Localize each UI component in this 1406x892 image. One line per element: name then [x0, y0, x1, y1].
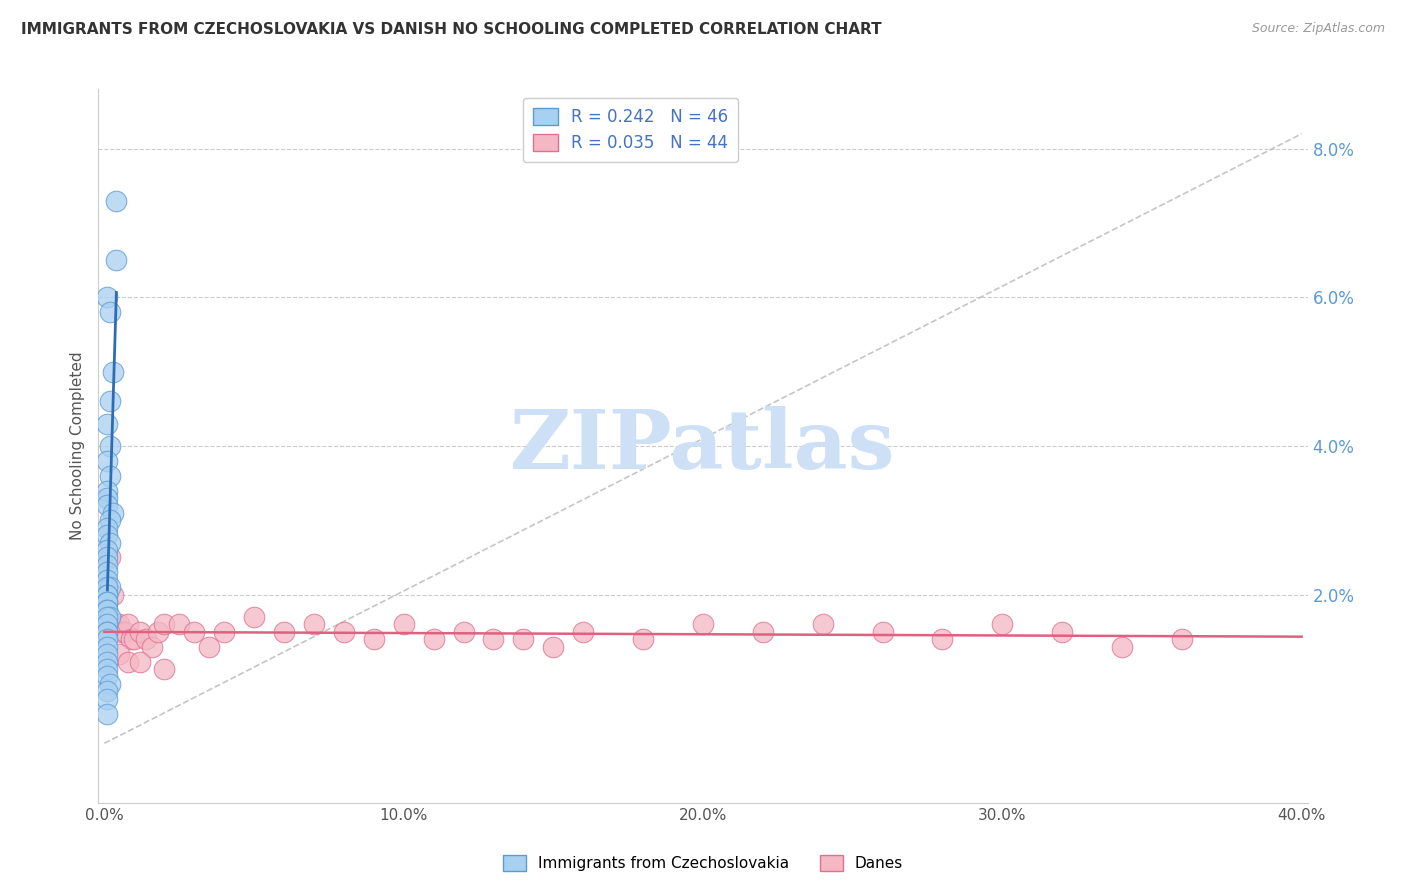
- Point: [96, 566, 118, 580]
- Point: [96, 602, 118, 616]
- Point: [117, 655, 139, 669]
- Point: [105, 617, 128, 632]
- Point: [543, 640, 565, 654]
- Point: [96, 588, 118, 602]
- Point: [96, 417, 118, 431]
- Point: [108, 617, 131, 632]
- Point: [811, 617, 834, 632]
- Point: [96, 290, 118, 304]
- Point: [692, 617, 714, 632]
- Point: [96, 647, 118, 661]
- Point: [100, 468, 122, 483]
- Point: [153, 617, 176, 632]
- Point: [1111, 640, 1133, 654]
- Point: [96, 624, 118, 639]
- Point: [103, 506, 125, 520]
- Point: [96, 588, 118, 602]
- Point: [135, 632, 157, 647]
- Point: [105, 253, 128, 268]
- Point: [100, 535, 122, 549]
- Point: [752, 624, 775, 639]
- Point: [453, 624, 475, 639]
- Point: [100, 550, 122, 565]
- Point: [392, 617, 415, 632]
- Point: [105, 194, 128, 208]
- Legend: Immigrants from Czechoslovakia, Danes: Immigrants from Czechoslovakia, Danes: [496, 849, 910, 877]
- Point: [212, 624, 235, 639]
- Point: [96, 580, 118, 594]
- Point: [198, 640, 221, 654]
- Point: [96, 655, 118, 669]
- Point: [96, 454, 118, 468]
- Point: [100, 580, 122, 594]
- Point: [183, 624, 205, 639]
- Point: [302, 617, 325, 632]
- Point: [96, 595, 118, 609]
- Point: [1171, 632, 1194, 647]
- Point: [96, 491, 118, 505]
- Point: [96, 669, 118, 683]
- Point: [482, 632, 505, 647]
- Point: [512, 632, 534, 647]
- Point: [96, 617, 118, 632]
- Point: [103, 365, 125, 379]
- Point: [111, 624, 134, 639]
- Point: [96, 602, 118, 616]
- Point: [96, 595, 118, 609]
- Point: [114, 624, 136, 639]
- Text: Source: ZipAtlas.com: Source: ZipAtlas.com: [1251, 22, 1385, 36]
- Text: ZIPatlas: ZIPatlas: [510, 406, 896, 486]
- Point: [872, 624, 894, 639]
- Point: [153, 662, 176, 676]
- Point: [96, 558, 118, 572]
- Point: [96, 662, 118, 676]
- Point: [108, 647, 131, 661]
- Point: [96, 543, 118, 558]
- Point: [100, 610, 122, 624]
- Point: [141, 640, 163, 654]
- Point: [991, 617, 1014, 632]
- Point: [631, 632, 654, 647]
- Point: [96, 521, 118, 535]
- Point: [96, 499, 118, 513]
- Point: [100, 394, 122, 409]
- Point: [167, 617, 190, 632]
- Point: [96, 624, 118, 639]
- Point: [243, 610, 266, 624]
- Point: [273, 624, 295, 639]
- Point: [124, 632, 146, 647]
- Point: [129, 624, 152, 639]
- Point: [117, 617, 139, 632]
- Point: [96, 483, 118, 498]
- Point: [96, 706, 118, 721]
- Point: [129, 655, 152, 669]
- Point: [422, 632, 444, 647]
- Point: [96, 632, 118, 647]
- Point: [120, 632, 142, 647]
- Point: [96, 573, 118, 587]
- Point: [148, 624, 170, 639]
- Point: [100, 439, 122, 453]
- Point: [333, 624, 356, 639]
- Point: [363, 632, 385, 647]
- Point: [572, 624, 595, 639]
- Point: [96, 640, 118, 654]
- Point: [931, 632, 953, 647]
- Point: [100, 305, 122, 319]
- Point: [96, 528, 118, 542]
- Point: [100, 677, 122, 691]
- Point: [96, 684, 118, 698]
- Point: [96, 610, 118, 624]
- Y-axis label: No Schooling Completed: No Schooling Completed: [69, 351, 84, 541]
- Point: [103, 588, 125, 602]
- Point: [96, 691, 118, 706]
- Point: [96, 550, 118, 565]
- Text: IMMIGRANTS FROM CZECHOSLOVAKIA VS DANISH NO SCHOOLING COMPLETED CORRELATION CHAR: IMMIGRANTS FROM CZECHOSLOVAKIA VS DANISH…: [21, 22, 882, 37]
- Point: [1050, 624, 1073, 639]
- Point: [100, 513, 122, 527]
